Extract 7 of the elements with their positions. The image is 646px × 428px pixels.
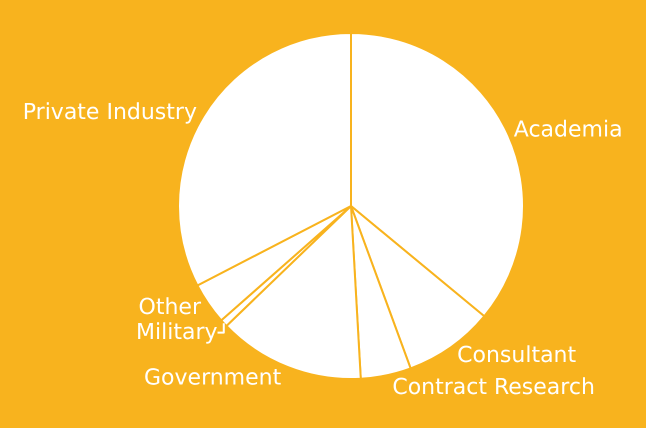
slice-label: Consultant [457,343,577,368]
slice-label: Other [138,295,202,320]
slice-label: Government [144,365,282,390]
slice-label: Academia [514,118,623,143]
slice-label: Contract Research [392,374,595,400]
slice-label: Military [136,320,218,346]
slice-label: Private Industry [22,100,197,126]
